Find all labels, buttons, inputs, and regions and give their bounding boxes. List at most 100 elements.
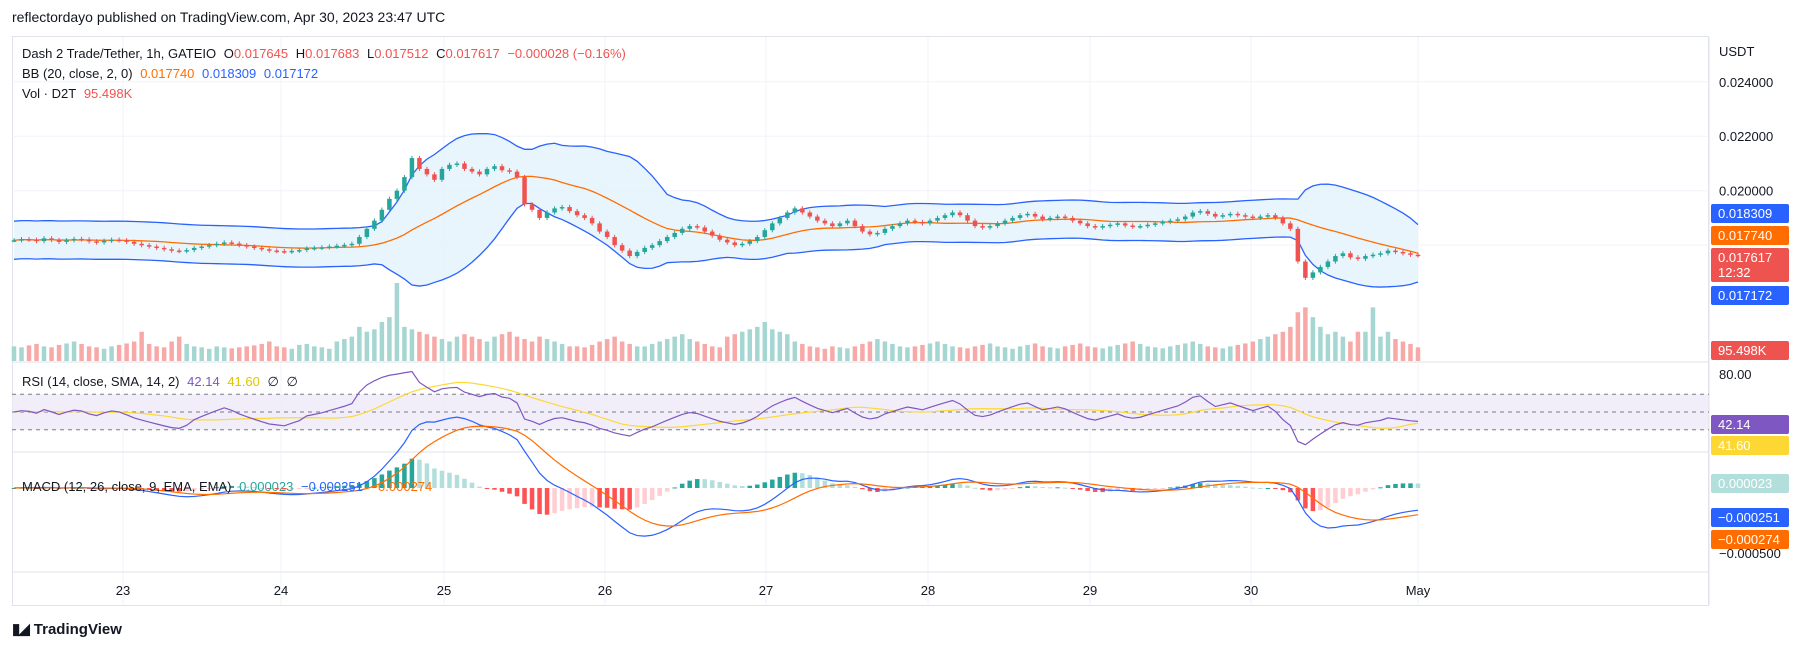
volume-bar[interactable] [1032, 343, 1038, 361]
macd-histogram-bar[interactable] [447, 472, 452, 488]
candle-body[interactable] [139, 243, 144, 246]
volume-bar[interactable] [762, 322, 768, 361]
candle-body[interactable] [1415, 254, 1421, 257]
candle-body[interactable] [394, 190, 400, 199]
legend-symbol[interactable]: Dash 2 Trade/Tether, 1h, GATEIO [22, 46, 217, 61]
volume-bar[interactable] [1010, 348, 1015, 361]
candle-body[interactable] [86, 239, 92, 242]
candle-body[interactable] [709, 231, 715, 236]
volume-bar[interactable] [1303, 307, 1308, 361]
macd-histogram-bar[interactable] [184, 488, 189, 492]
candle-body[interactable] [454, 163, 460, 165]
volume-bar[interactable] [972, 346, 978, 361]
candle-body[interactable] [79, 238, 84, 241]
volume-bar[interactable] [912, 346, 918, 361]
volume-bar[interactable] [41, 346, 47, 361]
volume-bar[interactable] [1085, 346, 1090, 361]
candle-body[interactable] [1175, 219, 1180, 221]
macd-histogram-bar[interactable] [312, 487, 317, 489]
volume-bar[interactable] [514, 336, 520, 361]
volume-bar[interactable] [86, 346, 92, 361]
volume-bar[interactable] [1273, 334, 1278, 361]
candle-body[interactable] [987, 226, 993, 228]
macd-histogram-bar[interactable] [11, 488, 17, 489]
macd-histogram-bar[interactable] [860, 488, 865, 490]
candle-body[interactable] [184, 250, 189, 252]
volume-bar[interactable] [1393, 339, 1398, 361]
macd-histogram-bar[interactable] [544, 488, 550, 515]
macd-histogram-bar[interactable] [1228, 485, 1233, 488]
volume-bar[interactable] [184, 343, 189, 361]
macd-histogram-bar[interactable] [342, 485, 347, 488]
volume-bar[interactable] [1107, 346, 1113, 361]
macd-histogram-bar[interactable] [439, 470, 445, 488]
candle-body[interactable] [1085, 223, 1090, 227]
volume-bar[interactable] [582, 347, 587, 361]
candle-body[interactable] [267, 249, 272, 251]
candle-body[interactable] [1228, 213, 1233, 216]
candle-body[interactable] [860, 226, 865, 232]
candle-body[interactable] [1280, 217, 1286, 224]
volume-bar[interactable] [1122, 343, 1128, 361]
macd-histogram-bar[interactable] [612, 488, 617, 509]
macd-histogram-bar[interactable] [867, 488, 873, 492]
macd-histogram-bar[interactable] [687, 480, 692, 488]
candle-body[interactable] [244, 245, 250, 247]
macd-histogram-bar[interactable] [477, 486, 482, 488]
macd-histogram-bar[interactable] [221, 486, 227, 488]
candle-body[interactable] [499, 166, 505, 171]
macd-histogram-bar[interactable] [1393, 483, 1398, 488]
candle-body[interactable] [702, 227, 707, 232]
volume-bar[interactable] [559, 343, 565, 361]
volume-bar[interactable] [1385, 331, 1391, 361]
macd-histogram-bar[interactable] [514, 488, 520, 497]
volume-bar[interactable] [1265, 336, 1271, 361]
candle-body[interactable] [845, 220, 850, 224]
volume-bar[interactable] [1062, 346, 1068, 361]
candle-body[interactable] [830, 223, 835, 227]
macd-histogram-bar[interactable] [1348, 488, 1353, 497]
macd-histogram-bar[interactable] [732, 485, 738, 488]
candle-body[interactable] [439, 168, 445, 180]
volume-bar[interactable] [507, 331, 512, 361]
volume-bar[interactable] [312, 346, 317, 361]
macd-histogram-bar[interactable] [950, 483, 955, 488]
volume-bar[interactable] [574, 346, 580, 361]
candle-body[interactable] [1137, 226, 1143, 228]
volume-bar[interactable] [1137, 343, 1143, 361]
macd-histogram-bar[interactable] [747, 485, 753, 488]
volume-bar[interactable] [274, 346, 280, 361]
volume-bar[interactable] [657, 341, 662, 362]
candle-body[interactable] [552, 208, 557, 213]
macd-histogram-bar[interactable] [274, 488, 280, 490]
candle-body[interactable] [1122, 223, 1128, 226]
macd-histogram-bar[interactable] [664, 488, 670, 492]
candle-body[interactable] [1198, 211, 1203, 213]
volume-bar[interactable] [146, 343, 152, 361]
macd-histogram-bar[interactable] [1175, 486, 1180, 488]
volume-bar[interactable] [537, 336, 542, 361]
volume-bar[interactable] [1340, 336, 1346, 361]
legend-vol-label[interactable]: Vol · D2T [22, 86, 77, 101]
candle-body[interactable] [574, 211, 580, 216]
volume-bar[interactable] [897, 346, 903, 361]
volume-bar[interactable] [965, 348, 970, 361]
macd-histogram-bar[interactable] [1017, 487, 1023, 489]
volume-bar[interactable] [462, 334, 467, 361]
volume-bar[interactable] [702, 343, 707, 361]
volume-bar[interactable] [755, 326, 760, 361]
candle-body[interactable] [1182, 216, 1188, 220]
macd-histogram-bar[interactable] [1010, 488, 1015, 489]
volume-bar[interactable] [852, 346, 858, 361]
candle-body[interactable] [1190, 212, 1196, 217]
candle-body[interactable] [1010, 217, 1015, 221]
macd-histogram-bar[interactable] [589, 488, 595, 507]
volume-bar[interactable] [402, 326, 407, 361]
volume-bar[interactable] [297, 344, 302, 361]
macd-histogram-bar[interactable] [740, 486, 745, 488]
candle-body[interactable] [762, 230, 768, 237]
macd-histogram-bar[interactable] [1265, 487, 1271, 489]
volume-bar[interactable] [627, 343, 632, 361]
candle-body[interactable] [1213, 213, 1218, 217]
macd-histogram-bar[interactable] [402, 463, 407, 488]
